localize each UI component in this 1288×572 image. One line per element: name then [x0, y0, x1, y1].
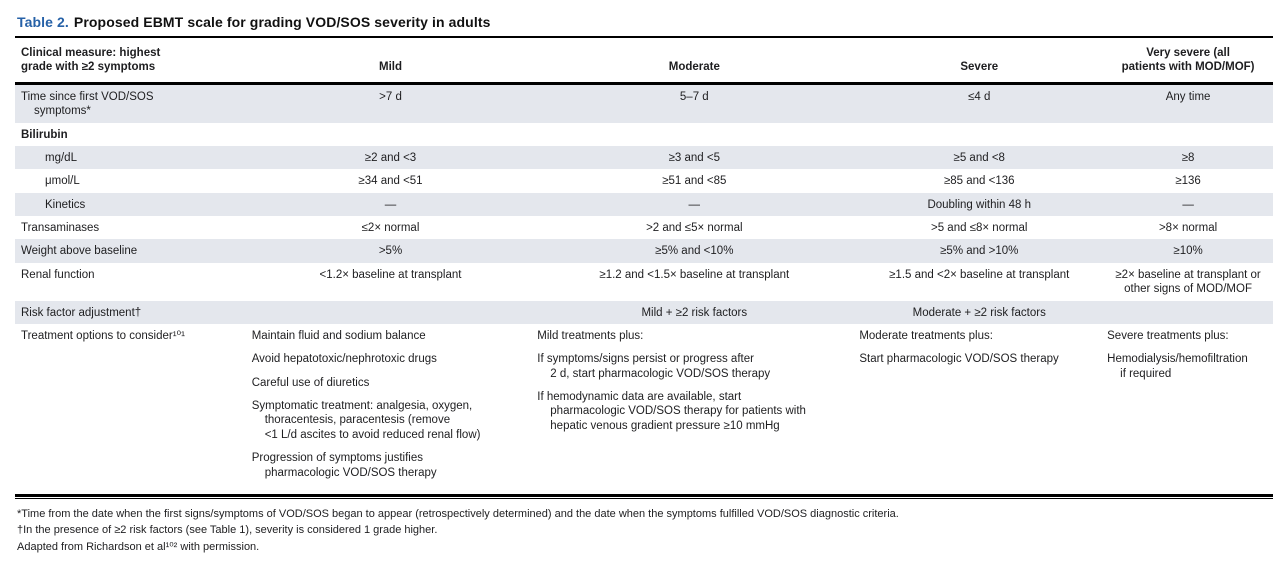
treatment-item: Avoid hepatotoxic/nephrotoxic drugs	[251, 353, 437, 366]
row-label: Kinetics	[45, 198, 86, 211]
table-row: Risk factor adjustment† Mild + ≥2 risk fa…	[15, 300, 1273, 324]
footnote-asterisk: *Time from the date when the first signs…	[17, 507, 899, 520]
treatment-item: Progression of symptoms justifies pharma…	[251, 452, 437, 479]
treatment-item: Careful use of diuretics	[251, 376, 370, 389]
cell-very-severe: Severe treatments plus: Hemodialysis/hemo…	[1103, 324, 1273, 490]
footnotes: *Time from the date when the first signs…	[15, 506, 1273, 556]
cell-mild: >7 d	[379, 90, 402, 103]
cell-moderate: ≥5% and <10%	[655, 245, 734, 258]
cell-moderate: Mild treatments plus: If symptoms/signs p…	[533, 324, 855, 490]
treatment-item: Severe treatments plus:	[1107, 329, 1229, 342]
treatment-item: Mild treatments plus:	[537, 329, 644, 342]
treatment-item: Maintain fluid and sodium balance	[251, 329, 426, 342]
col-header-severe: Severe	[855, 38, 1104, 85]
footnote-dagger: †In the presence of ≥2 risk factors (see…	[17, 524, 438, 537]
table-row: μmol/L ≥34 and <51 ≥51 and <85 ≥85 and <136…	[15, 169, 1273, 192]
cell-mild: <1.2× baseline at transplant	[319, 268, 462, 281]
cell-severe	[855, 123, 1103, 146]
cell-severe: ≥85 and <136	[943, 175, 1015, 188]
row-label: Time since first VOD/SOS symptoms*	[21, 90, 154, 118]
cell-very-severe: —	[1182, 198, 1194, 211]
row-label: Risk factor adjustment†	[21, 306, 142, 319]
ebmt-severity-table: Clinical measure: highest grade with ≥2 …	[15, 38, 1273, 490]
footnote-attribution: Adapted from Richardson et al¹⁰² with pe…	[17, 540, 260, 553]
cell-mild: ≤2× normal	[361, 222, 420, 234]
row-label: Weight above baseline	[21, 245, 138, 258]
cell-very-severe: >8× normal	[1158, 222, 1218, 234]
table-row: Transaminases ≤2× normal >2 and ≤5× normal…	[15, 216, 1273, 239]
cell-moderate: Mild + ≥2 risk factors	[641, 306, 748, 319]
cell-moderate: ≥51 and <85	[662, 175, 727, 188]
cell-severe: ≥5 and <8	[953, 151, 1005, 164]
col-header-moderate: Moderate	[533, 38, 856, 85]
cell-severe: ≥1.5 and <2× baseline at transplant	[889, 268, 1070, 281]
treatment-item: Start pharmacologic VOD/SOS therapy	[859, 353, 1059, 366]
cell-moderate: ≥3 and <5	[668, 151, 720, 164]
treatment-item: Symptomatic treatment: analgesia, oxygen…	[251, 400, 481, 441]
cell-severe: ≤4 d	[968, 90, 991, 103]
row-label: Transaminases	[21, 222, 100, 234]
col-header-mild: Mild	[247, 38, 534, 85]
cell-very-severe: Any time	[1165, 90, 1211, 103]
cell-mild: —	[384, 198, 397, 211]
treatment-row: Treatment options to consider¹⁰¹ Maintain…	[15, 324, 1273, 490]
table-row: Kinetics — — Doubling within 48 h —	[15, 192, 1273, 216]
table-bottom-rule	[15, 493, 1273, 499]
cell-moderate: >2 and ≤5× normal	[646, 222, 743, 234]
table-caption: Proposed EBMT scale for grading VOD/SOS …	[73, 14, 491, 30]
cell-moderate: 5–7 d	[679, 90, 709, 103]
table-row: Time since first VOD/SOS symptoms* >7 d 5–…	[15, 83, 1273, 123]
treatment-item: Hemodialysis/hemofiltration if required	[1107, 353, 1248, 380]
treatment-item: If hemodynamic data are available, start…	[537, 391, 806, 432]
cell-mild	[248, 123, 534, 146]
cell-severe: Doubling within 48 h	[927, 198, 1032, 211]
cell-mild: ≥2 and <3	[364, 151, 417, 164]
cell-mild: ≥34 and <51	[358, 175, 423, 188]
row-label: Renal function	[21, 268, 95, 281]
table-body: Time since first VOD/SOS symptoms* >7 d 5–…	[15, 83, 1273, 490]
cell-mild	[248, 301, 534, 324]
row-label: Bilirubin	[21, 128, 68, 141]
table-row: mg/dL ≥2 and <3 ≥3 and <5 ≥5 and <8 ≥8	[15, 145, 1273, 170]
cell-moderate	[533, 123, 855, 146]
cell-severe: ≥5% and >10%	[940, 245, 1019, 258]
table-number: Table 2.	[17, 14, 69, 30]
row-label: mg/dL	[45, 151, 77, 164]
row-label: μmol/L	[45, 175, 80, 188]
col-header-very-severe: Very severe (all patients with MOD/MOF)	[1103, 38, 1273, 85]
cell-mild: Maintain fluid and sodium balance Avoid h…	[248, 324, 534, 490]
cell-very-severe: ≥136	[1175, 175, 1201, 188]
col-header-clinical-measure: Clinical measure: highest grade with ≥2 …	[15, 38, 248, 85]
cell-very-severe	[1103, 301, 1273, 324]
treatment-item: Moderate treatments plus:	[859, 329, 993, 342]
cell-very-severe: ≥10%	[1173, 245, 1203, 258]
table-header: Clinical measure: highest grade with ≥2 …	[15, 38, 1273, 85]
table-row: Weight above baseline >5% ≥5% and <10% ≥5% …	[15, 239, 1273, 263]
header-row: Clinical measure: highest grade with ≥2 …	[15, 38, 1273, 85]
cell-severe: >5 and ≤8× normal	[931, 222, 1028, 234]
cell-mild: >5%	[378, 245, 403, 258]
table-title: Table 2. Proposed EBMT scale for grading …	[15, 12, 1273, 38]
table-row: Renal function <1.2× baseline at transpla…	[15, 263, 1273, 301]
cell-moderate: ≥1.2 and <1.5× baseline at transplant	[599, 268, 790, 281]
cell-severe: Moderate treatments plus: Start pharmacol…	[855, 324, 1103, 490]
section-row: Bilirubin	[15, 123, 1273, 146]
row-label: Treatment options to consider¹⁰¹	[21, 329, 185, 342]
cell-very-severe: ≥2× baseline at transplant or other sign…	[1115, 268, 1261, 296]
table-figure: Table 2. Proposed EBMT scale for grading …	[15, 12, 1273, 556]
cell-very-severe: ≥8	[1181, 151, 1195, 164]
treatment-item: If symptoms/signs persist or progress af…	[537, 353, 771, 380]
cell-moderate: —	[688, 198, 701, 211]
cell-severe: Moderate + ≥2 risk factors	[912, 306, 1046, 319]
cell-very-severe	[1103, 123, 1273, 146]
